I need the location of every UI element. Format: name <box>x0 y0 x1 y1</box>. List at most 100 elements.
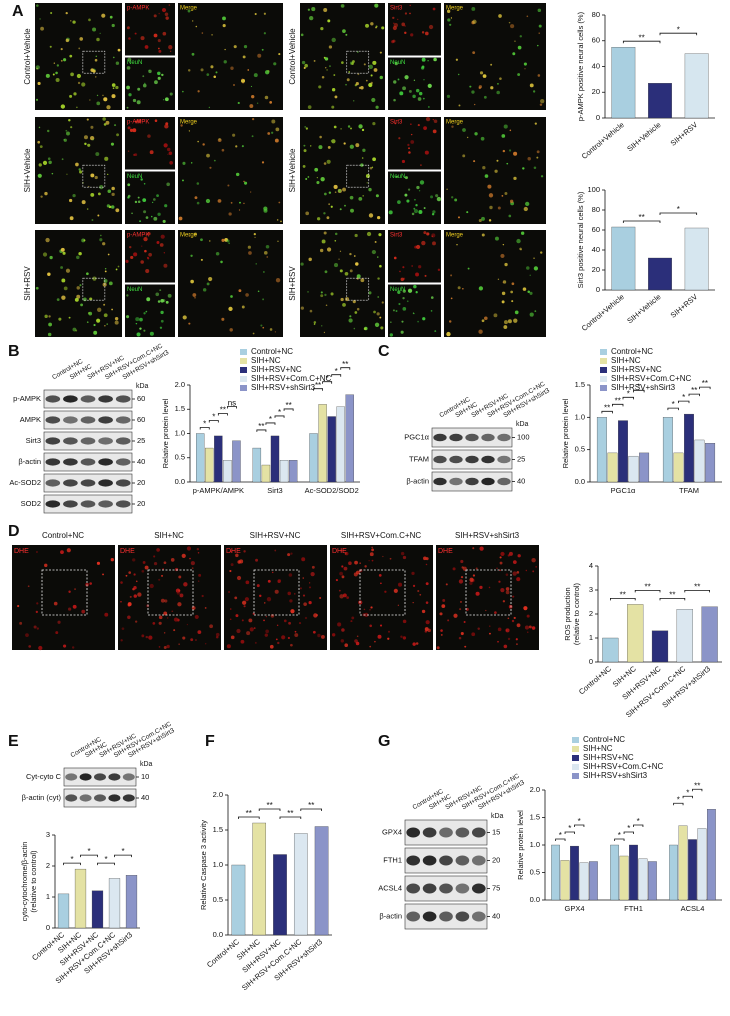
blot-band <box>98 500 113 508</box>
blot-label: β-actin (cyt) <box>22 793 62 802</box>
sig-bracket <box>199 427 210 430</box>
cell-speckle <box>269 101 273 104</box>
zoom-box <box>82 164 106 188</box>
cell-speckle <box>457 216 460 219</box>
cell-speckle <box>161 574 164 577</box>
bar <box>638 858 648 901</box>
cell-speckle <box>35 98 39 101</box>
cell-speckle <box>465 607 469 611</box>
cell-speckle <box>129 128 134 133</box>
sig-bracket <box>673 802 684 806</box>
cell-speckle <box>163 646 167 649</box>
cell-speckle <box>368 291 372 295</box>
blot-label: Ac-SOD2 <box>9 478 41 487</box>
cell-speckle <box>166 147 171 152</box>
cell-speckle <box>302 577 305 579</box>
cell-speckle <box>417 124 420 127</box>
cell-speckle <box>397 18 399 21</box>
cell-speckle <box>423 79 425 81</box>
cell-speckle <box>84 142 87 146</box>
cell-speckle <box>261 161 265 164</box>
blot-band <box>455 855 470 866</box>
cell-speckle <box>103 97 108 102</box>
cell-speckle <box>503 124 508 129</box>
y-tick-label: 20 <box>592 265 600 274</box>
cell-speckle <box>421 240 426 246</box>
cell-speckle <box>331 633 336 637</box>
cell-speckle <box>436 196 442 202</box>
cell-speckle <box>350 620 353 623</box>
cell-speckle <box>81 609 86 614</box>
cell-speckle <box>304 616 308 620</box>
cell-speckle <box>56 64 60 67</box>
cell-speckle <box>39 18 41 20</box>
cell-speckle <box>540 251 543 254</box>
cell-speckle <box>255 558 258 562</box>
legend-label: SIH+NC <box>611 356 641 365</box>
cell-speckle <box>361 128 365 132</box>
cell-speckle <box>533 166 537 169</box>
cell-speckle <box>277 579 282 583</box>
cell-speckle <box>246 631 251 636</box>
cell-speckle <box>369 609 371 611</box>
blot-band <box>439 855 453 866</box>
cell-speckle <box>215 632 220 637</box>
cell-speckle <box>165 16 169 20</box>
cell-speckle <box>166 182 170 187</box>
sig-bracket <box>114 854 132 858</box>
sig-label: * <box>70 855 73 864</box>
y-axis-label: p-AMPK positive neural cells (%) <box>576 11 585 121</box>
cell-speckle <box>312 630 316 634</box>
cell-speckle <box>113 56 115 59</box>
cell-speckle <box>345 33 348 36</box>
cell-speckle <box>402 636 407 640</box>
x-tick-label: PGC1α <box>611 486 636 495</box>
cell-speckle <box>425 620 430 625</box>
cell-speckle <box>493 313 498 318</box>
cell-speckle <box>239 559 244 564</box>
cell-speckle <box>435 194 439 198</box>
cell-speckle <box>410 33 414 37</box>
sig-label: * <box>578 817 581 826</box>
sig-bracket <box>612 403 624 407</box>
cell-speckle <box>153 14 157 18</box>
cell-speckle <box>412 642 416 646</box>
cell-speckle <box>235 614 239 618</box>
cell-speckle <box>181 553 186 558</box>
micrograph <box>388 117 441 170</box>
kda-label: 60 <box>137 394 145 403</box>
condition-label: SIH+RSV+shSirt3 <box>455 531 520 540</box>
cell-speckle <box>299 587 302 590</box>
cell-speckle <box>117 48 121 52</box>
cell-speckle <box>222 23 226 28</box>
cell-speckle <box>188 130 191 132</box>
cell-speckle <box>149 583 154 589</box>
cell-speckle <box>506 162 509 165</box>
cell-speckle <box>402 297 405 300</box>
cell-speckle <box>290 643 293 647</box>
cell-speckle <box>47 332 52 337</box>
y-axis-label: Relative protein level <box>561 398 570 468</box>
cell-speckle <box>356 307 360 311</box>
cell-speckle <box>539 103 543 106</box>
legend-swatch <box>572 737 579 743</box>
kda-label: 25 <box>517 454 525 463</box>
cell-speckle <box>502 243 505 246</box>
cell-speckle <box>235 553 239 558</box>
sig-bracket <box>678 400 690 404</box>
sig-label: * <box>637 382 640 391</box>
cell-speckle <box>340 639 345 643</box>
bar <box>676 609 693 663</box>
cell-speckle <box>457 73 460 76</box>
cell-speckle <box>74 588 76 590</box>
cell-speckle <box>186 623 189 626</box>
bar <box>232 440 241 483</box>
cell-speckle <box>253 233 256 236</box>
bar <box>639 452 650 483</box>
cell-speckle <box>115 208 120 213</box>
legend-swatch <box>600 367 607 373</box>
cell-speckle <box>463 621 466 623</box>
cell-speckle <box>230 201 233 204</box>
cell-speckle <box>489 625 491 627</box>
cell-speckle <box>105 120 110 125</box>
